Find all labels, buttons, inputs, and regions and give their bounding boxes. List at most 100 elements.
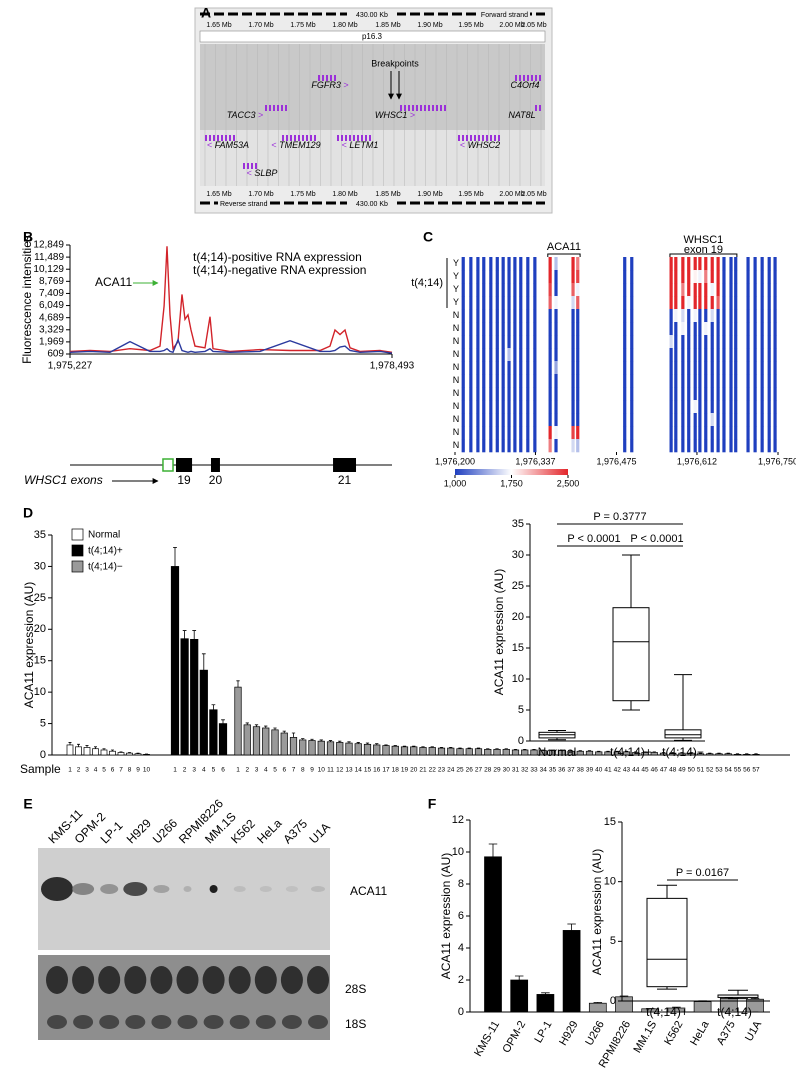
heat-cell [576,335,580,349]
y-axis-title: ACA11 expression (AU) [590,849,604,976]
gene-strand: > [343,80,348,90]
ruler-label-bg [478,10,530,19]
heat-cell [746,387,750,401]
heat-cell [722,348,726,362]
error-bar [439,747,444,749]
x-tick-label: 6 [282,767,286,774]
legend-entry: t(4;14)− [88,562,123,573]
row-label: Y [453,271,459,281]
heat-cell [548,439,552,453]
heat-cell [734,283,738,297]
bar [511,749,520,756]
rrna-band [280,966,303,994]
bar [100,749,108,756]
bar [117,752,125,756]
bar [391,745,399,756]
heat-cell [526,257,530,271]
bar [456,748,464,756]
gene-exon [334,75,336,81]
gene-name: FAM53A [215,140,249,150]
comparison-label: P < 0.0001 [630,533,683,545]
bar [530,749,538,756]
heat-cell [576,296,580,310]
heat-cell [674,283,678,297]
heat-cell [722,283,726,297]
gene-exon [290,135,292,141]
blot-band [233,886,246,892]
gene-exon [458,135,460,141]
x-tick-label: 28 [484,767,492,774]
gene-exon [286,135,288,141]
heat-cell [773,400,777,414]
error-bar [254,724,259,727]
bar [363,743,372,756]
panel-label: D [23,505,33,521]
gene-label: FGFR3 > [311,80,348,90]
strand-label: Reverse strand [220,201,268,208]
heat-cell [519,296,523,310]
gene-exon [482,135,484,141]
mb-label: 1.65 Mb [206,22,231,29]
bar [209,709,218,756]
error-bar [587,750,592,752]
error-bar [128,752,131,754]
x-tick-label: 51 [697,767,705,774]
heat-cell [548,374,552,388]
bar [562,930,581,1013]
heat-cell [716,387,720,401]
heat-cell [519,374,523,388]
gene-label: < SLBP [247,168,278,178]
comparison-label: P = 0.0167 [676,867,729,879]
bar [289,737,298,756]
rrna-label: 18S [345,1017,366,1031]
gene-exon [277,105,279,111]
heat-cell [716,400,720,414]
bar [126,752,133,756]
heat-cell [760,413,764,427]
colorbar-label: 1,000 [444,478,467,488]
heat-cell [576,361,580,375]
gene-exon [349,135,351,141]
error-bar [111,749,114,752]
y-tick-label: 6,049 [39,300,64,311]
x-tick-label: 11 [327,767,334,774]
heat-cell [693,309,697,323]
heat-cell [507,387,511,401]
gene-strand: < [460,140,465,150]
band-label: p16.3 [362,32,383,41]
heat-cell [576,283,580,297]
exon-label: 19 [177,473,191,487]
ruler-label-bg [218,199,270,208]
heat-cell [623,413,627,427]
heat-cell [495,257,499,271]
heat-cell [674,439,678,453]
heat-cell [698,400,702,414]
bar [474,748,483,756]
heat-cell [710,296,714,310]
gene-exon [486,135,488,141]
heat-cell [687,335,691,349]
rrna-band [73,1015,94,1029]
heat-cell [734,387,738,401]
heat-cell [698,426,702,440]
bar [345,742,353,756]
y-tick-label: 2 [458,974,464,986]
heat-cell [513,348,517,362]
x-tick-label: 29 [493,767,501,774]
bar [724,753,732,756]
y-tick-label: 12,849 [33,240,64,251]
bar [92,748,99,756]
heat-cell [630,270,634,284]
heat-cell [526,322,530,336]
error-bar [708,752,712,754]
heat-cell [773,309,777,323]
heat-cell [773,296,777,310]
x-tick-label: 43 [623,767,631,774]
heat-cell [576,439,580,453]
error-bar [211,704,216,710]
y-tick-label: 5 [40,717,46,729]
heat-cell [482,296,486,310]
heat-cell [623,270,627,284]
gene-label: < LETM1 [342,140,379,150]
heat-cell [630,439,634,453]
